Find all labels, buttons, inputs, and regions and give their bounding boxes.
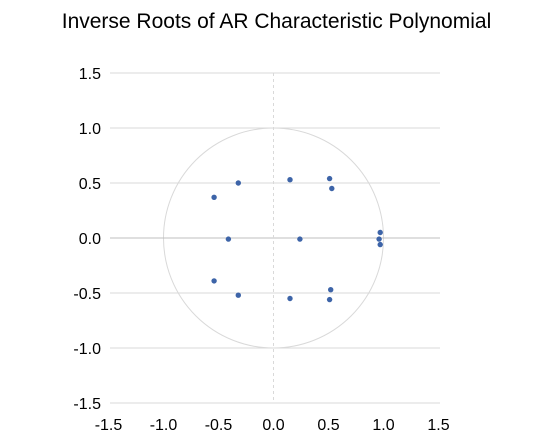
data-point-11 (235, 292, 241, 298)
data-point-8 (376, 236, 382, 242)
data-point-10 (211, 278, 217, 284)
data-point-1 (326, 175, 333, 182)
data-point-12 (287, 295, 293, 302)
x-tick-label-0: -1.5 (95, 417, 123, 434)
y-tick-label-5: -1.0 (73, 341, 101, 358)
x-tick-label-2: -0.5 (205, 417, 233, 434)
y-tick-label-1: 1.0 (79, 121, 101, 138)
x-tick-label-1: -1.0 (150, 417, 178, 434)
data-point-4 (211, 194, 217, 200)
data-point-13 (328, 287, 334, 293)
data-point-7 (377, 229, 383, 236)
data-point-14 (326, 296, 333, 303)
x-tick-label-5: 1.0 (372, 417, 394, 434)
data-point-5 (225, 236, 232, 242)
chart-title: Inverse Roots of AR Characteristic Polyn… (61, 10, 492, 33)
data-point-3 (235, 180, 241, 186)
data-point-9 (377, 241, 383, 248)
data-point-2 (329, 185, 335, 192)
x-tick-label-6: 1.5 (427, 417, 449, 434)
data-point-6 (297, 236, 303, 242)
y-tick-label-0: 1.5 (79, 66, 101, 83)
y-tick-label-2: 0.5 (79, 176, 101, 193)
y-tick-label-4: -0.5 (73, 286, 101, 303)
y-tick-label-6: -1.5 (73, 396, 101, 413)
x-tick-label-4: 0.5 (317, 417, 339, 434)
data-point-0 (287, 177, 293, 183)
x-tick-label-3: 0.0 (262, 417, 284, 434)
y-tick-label-3: 0.0 (79, 231, 101, 248)
